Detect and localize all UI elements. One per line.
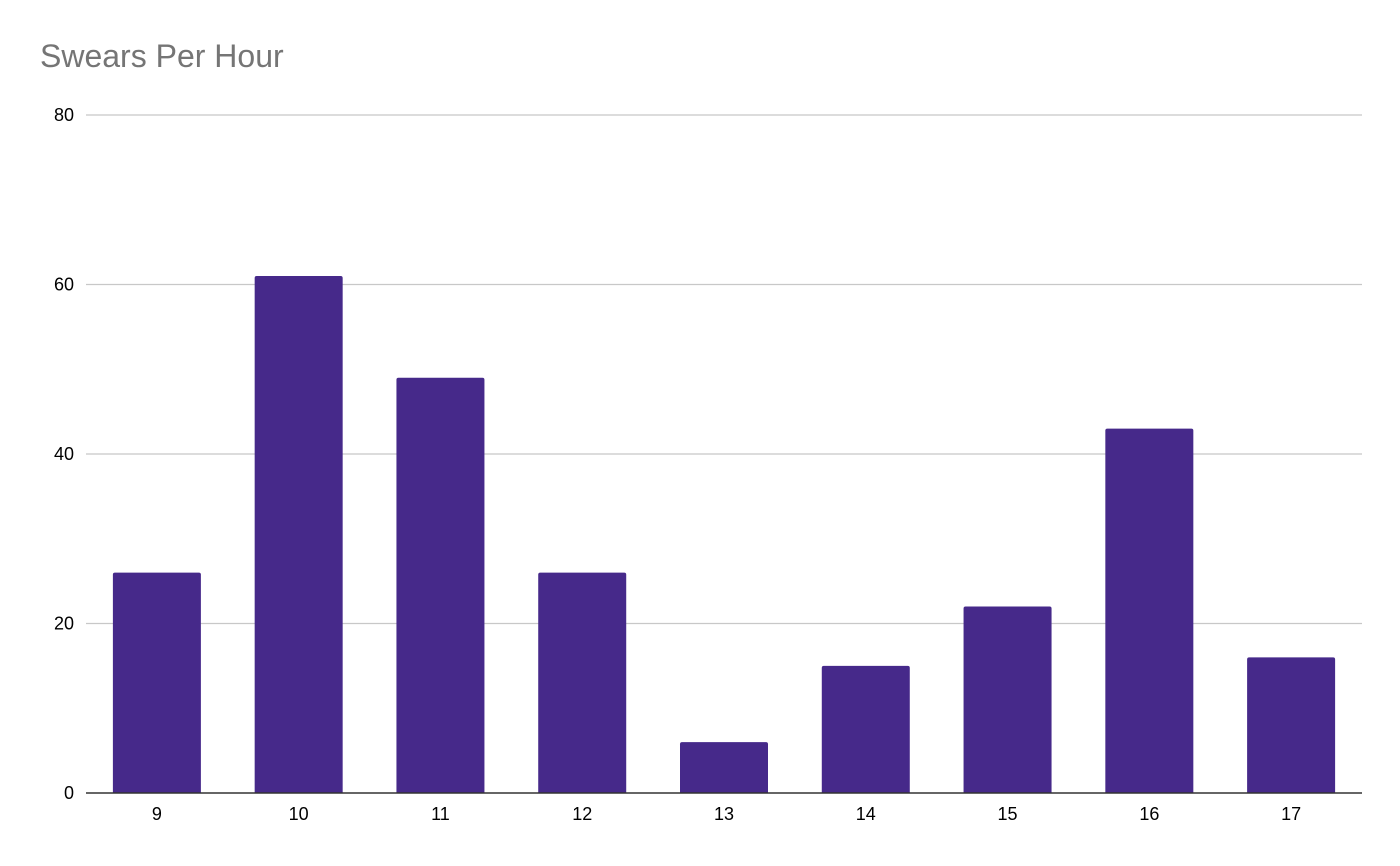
bar-9: [112, 572, 201, 793]
chart-title: Swears Per Hour: [40, 38, 284, 74]
x-tick-label: 9: [152, 804, 162, 824]
x-tick-label: 16: [1139, 804, 1159, 824]
x-tick-label: 12: [572, 804, 592, 824]
y-tick-label: 60: [54, 275, 74, 295]
bar-12: [538, 572, 627, 793]
bar-11: [396, 377, 485, 793]
tick-labels: 0 20 40 60 80 9 10 11 12 13 14 15 16 17: [54, 105, 1301, 824]
x-tick-label: 14: [856, 804, 876, 824]
bar-17: [1247, 657, 1336, 793]
bar-13: [680, 742, 768, 793]
bars: [112, 276, 1336, 793]
bar-14: [821, 665, 910, 793]
y-tick-label: 40: [54, 444, 74, 464]
bar-10: [254, 276, 343, 793]
x-tick-label: 10: [289, 804, 309, 824]
x-tick-label: 17: [1281, 804, 1301, 824]
y-tick-label: 20: [54, 614, 74, 634]
y-tick-label: 0: [64, 783, 74, 803]
y-tick-label: 80: [54, 105, 74, 125]
x-tick-label: 13: [714, 804, 734, 824]
x-tick-label: 11: [431, 804, 450, 824]
bar-15: [963, 606, 1052, 793]
bar-16: [1105, 428, 1194, 793]
x-tick-label: 15: [998, 804, 1018, 824]
